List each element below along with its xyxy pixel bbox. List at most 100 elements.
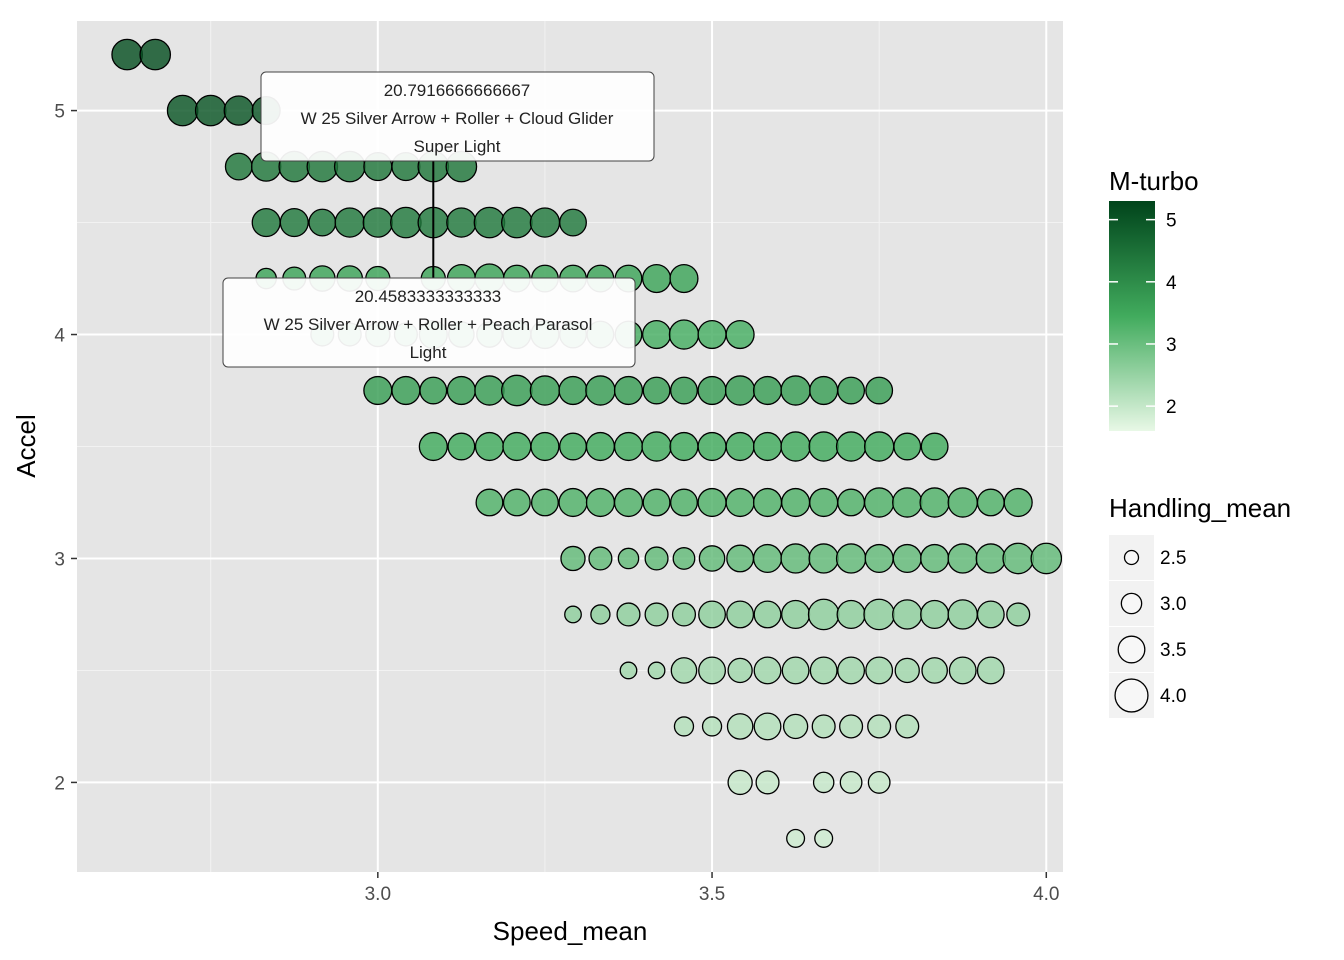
color-tick-label: 3 (1166, 335, 1177, 356)
color-tick-label: 2 (1166, 397, 1177, 418)
data-point (894, 657, 920, 684)
data-point (670, 657, 698, 684)
data-point (529, 207, 561, 238)
data-point (921, 657, 948, 684)
size-key-label: 2.5 (1160, 548, 1186, 569)
tooltip-annotations: 20.7916666666667 W 25 Silver Arrow + Rol… (222, 71, 655, 368)
data-point (391, 375, 421, 406)
data-point (809, 656, 838, 685)
data-point (644, 546, 669, 571)
data-point (727, 657, 753, 684)
data-point (474, 375, 505, 406)
data-point (558, 375, 588, 406)
data-point (1006, 602, 1031, 627)
color-tick-label: 5 (1166, 211, 1177, 232)
data-point (617, 547, 640, 570)
tooltip-box-2: 20.4583333333333 W 25 Silver Arrow + Rol… (222, 277, 636, 368)
data-point (501, 206, 533, 239)
data-point (585, 375, 616, 406)
data-point (585, 487, 615, 518)
data-point (673, 716, 695, 737)
x-tick-label: 3.5 (699, 884, 725, 905)
data-point (669, 431, 699, 462)
color-legend: M-turbo 2 3 4 5 (1109, 166, 1199, 431)
data-point (642, 488, 671, 517)
data-point (473, 206, 506, 239)
data-point (279, 207, 309, 238)
data-point (807, 598, 840, 631)
size-key-bg (1109, 673, 1154, 718)
data-point (139, 38, 172, 71)
tooltip-1-combo: W 25 Silver Arrow + Roller + Cloud Glide… (301, 109, 614, 128)
data-point (752, 375, 783, 406)
data-point (669, 263, 699, 294)
data-point (698, 545, 726, 572)
data-point (811, 714, 836, 739)
data-point (530, 431, 560, 462)
size-key-bg (1109, 627, 1154, 672)
data-point (865, 656, 894, 685)
data-point (418, 431, 448, 462)
data-point (727, 769, 753, 796)
data-point (781, 599, 811, 630)
data-point (947, 543, 978, 574)
data-point (194, 94, 227, 127)
data-point (809, 487, 839, 518)
data-point (1003, 487, 1033, 518)
data-point (641, 319, 672, 350)
data-point (1002, 542, 1035, 575)
y-tick-label: 2 (54, 773, 65, 794)
data-point (948, 656, 977, 685)
data-point (752, 431, 783, 462)
data-point (808, 431, 839, 462)
data-point (251, 207, 281, 238)
data-point (308, 208, 337, 237)
data-point (867, 770, 891, 794)
data-point (613, 375, 644, 406)
data-point (613, 431, 644, 462)
data-point (835, 543, 867, 574)
data-point (502, 488, 531, 517)
data-point (529, 375, 561, 406)
data-point (725, 431, 755, 462)
data-point (867, 714, 892, 739)
data-point (559, 432, 587, 461)
data-point (641, 431, 672, 462)
size-legend-title: Handling_mean (1109, 493, 1291, 523)
data-point (613, 487, 644, 518)
data-point (446, 375, 476, 406)
size-key-circle (1120, 592, 1143, 615)
data-point (362, 207, 394, 238)
color-legend-title: M-turbo (1109, 166, 1199, 196)
data-point (671, 602, 697, 627)
data-point (976, 600, 1005, 629)
data-point (697, 487, 727, 518)
data-point (920, 599, 950, 630)
x-axis: 3.0 3.5 4.0 (365, 872, 1059, 905)
size-key-label: 3.5 (1160, 640, 1186, 661)
data-point (334, 207, 365, 238)
size-legend-keys: 2.5 3.0 3.5 4.0 (1109, 535, 1186, 718)
data-point (560, 545, 586, 572)
data-point (111, 38, 143, 71)
data-point (697, 375, 727, 406)
data-point (863, 598, 896, 631)
data-point (224, 152, 253, 181)
data-point (644, 602, 669, 627)
data-point (895, 714, 920, 739)
data-point (808, 543, 839, 574)
data-point (670, 488, 698, 517)
data-point (223, 95, 254, 126)
data-point (947, 599, 978, 630)
data-point (701, 716, 723, 737)
data-point (726, 544, 755, 573)
data-point (753, 712, 782, 741)
y-axis: 2 3 4 5 (54, 102, 77, 794)
data-point (893, 432, 922, 461)
data-point (837, 656, 866, 685)
data-point (474, 431, 505, 462)
data-point (724, 375, 756, 406)
data-point (1030, 542, 1063, 575)
y-tick-label: 5 (54, 102, 65, 123)
data-point (363, 375, 393, 406)
